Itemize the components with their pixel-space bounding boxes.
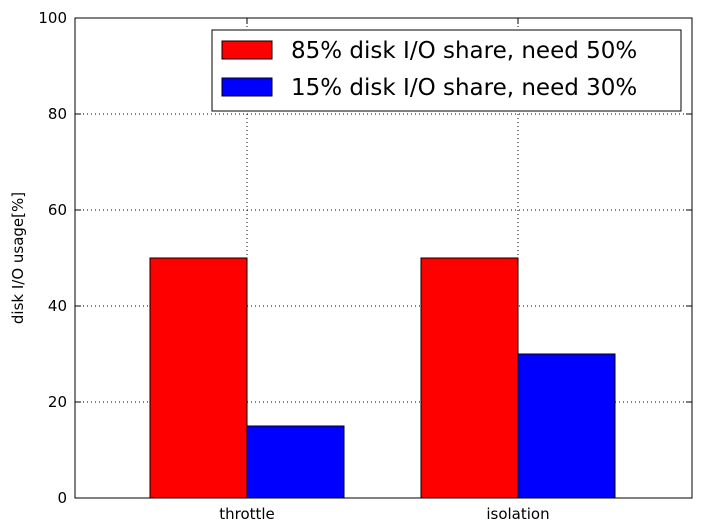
- legend-swatch-series-2: [221, 77, 273, 97]
- legend-box: [211, 29, 682, 112]
- y-tick-label: 100: [38, 9, 67, 27]
- x-tick-label: throttle: [219, 505, 275, 523]
- x-tick-label: isolation: [486, 505, 549, 523]
- legend-swatch-series-1: [221, 40, 273, 60]
- bars: [149, 257, 616, 499]
- legend: 85% disk I/O share, need 50% 15% disk I/…: [211, 29, 682, 112]
- y-tick-label: 0: [57, 489, 67, 507]
- bar-isolation-series-1: [420, 257, 519, 499]
- y-tick-label: 80: [48, 105, 67, 123]
- legend-label-series-2: 15% disk I/O share, need 30%: [291, 75, 637, 101]
- axis-ticks: 0 20 40 60 80 100 throttle isolation: [38, 9, 692, 523]
- bar-throttle-series-1: [149, 257, 248, 499]
- y-axis-label: disk I/O usage[%]: [9, 192, 27, 324]
- plot-area-frame: [74, 17, 693, 499]
- y-tick-label: 40: [48, 297, 67, 315]
- y-tick-label: 20: [48, 393, 67, 411]
- bar-throttle-series-2: [246, 425, 345, 499]
- bar-isolation-series-2: [517, 353, 616, 499]
- y-tick-label: 60: [48, 201, 67, 219]
- legend-label-series-1: 85% disk I/O share, need 50%: [291, 38, 637, 64]
